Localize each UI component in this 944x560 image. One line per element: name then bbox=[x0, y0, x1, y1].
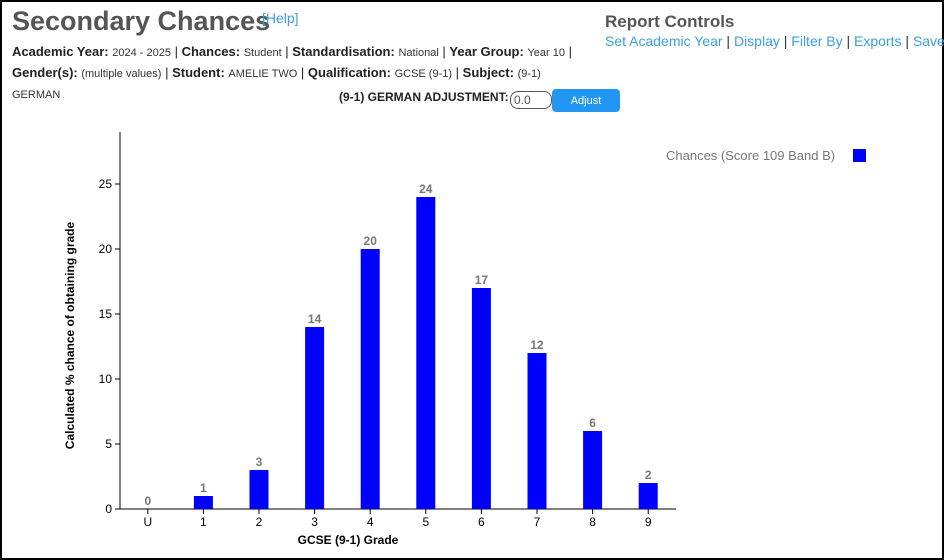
x-tick-label-U: U bbox=[143, 515, 152, 529]
bar-3 bbox=[305, 327, 325, 509]
chances-label: Chances: bbox=[181, 44, 241, 59]
adjustment-label: (9-1) GERMAN ADJUSTMENT: bbox=[339, 90, 509, 104]
help-link[interactable]: [Help] bbox=[262, 10, 299, 26]
exports-link[interactable]: Exports bbox=[854, 33, 902, 49]
data-label-5: 24 bbox=[419, 182, 433, 196]
report-controls-title: Report Controls bbox=[605, 12, 735, 31]
y-tick-label: 0 bbox=[105, 502, 112, 516]
data-label-1: 1 bbox=[200, 481, 207, 495]
student-value: AMELIE TWO bbox=[228, 68, 298, 80]
year-group-value: Year 10 bbox=[527, 47, 565, 59]
bar-6 bbox=[471, 288, 491, 509]
qualification-value: GCSE (9-1) bbox=[394, 68, 453, 80]
x-tick-label-3: 3 bbox=[311, 515, 318, 529]
adjust-button[interactable]: Adjust bbox=[552, 89, 620, 112]
x-tick-label-5: 5 bbox=[422, 515, 429, 529]
bar-2 bbox=[249, 470, 269, 509]
report-controls-links: Set Academic Year | Display | Filter By … bbox=[605, 33, 944, 49]
data-label-8: 6 bbox=[589, 416, 596, 430]
bar-8 bbox=[583, 431, 603, 509]
x-tick-label-8: 8 bbox=[589, 515, 596, 529]
y-tick-label: 10 bbox=[99, 372, 113, 386]
data-label-9: 2 bbox=[645, 468, 652, 482]
y-tick-label: 25 bbox=[99, 177, 113, 191]
academic-year-value: 2024 - 2025 bbox=[112, 47, 171, 59]
x-axis-title: GCSE (9-1) Grade bbox=[298, 533, 399, 547]
legend-label: Chances (Score 109 Band B) bbox=[666, 148, 836, 163]
y-tick-label: 15 bbox=[99, 307, 113, 321]
x-tick-label-7: 7 bbox=[534, 515, 541, 529]
subject-value: (9-1) GERMAN bbox=[12, 68, 541, 101]
page-title: Secondary Chances bbox=[12, 6, 271, 36]
y-axis-title: Calculated % chance of obtaining grade bbox=[63, 221, 77, 449]
y-tick-label: 5 bbox=[105, 437, 112, 451]
save-link[interactable]: Save bbox=[912, 33, 944, 49]
bar-5 bbox=[416, 197, 436, 509]
x-tick-label-9: 9 bbox=[645, 515, 652, 529]
data-label-3: 14 bbox=[308, 312, 322, 326]
filter-by-link[interactable]: Filter By bbox=[791, 33, 843, 49]
filter-summary: Academic Year: 2024 - 2025 | Chances: St… bbox=[12, 44, 572, 101]
x-tick-label-6: 6 bbox=[478, 515, 485, 529]
data-label-U: 0 bbox=[144, 494, 151, 508]
x-tick-label-2: 2 bbox=[256, 515, 263, 529]
student-label: Student: bbox=[172, 65, 225, 80]
bar-9 bbox=[638, 483, 658, 509]
legend-swatch bbox=[853, 149, 866, 162]
qualification-label: Qualification: bbox=[307, 65, 391, 80]
data-label-6: 17 bbox=[475, 273, 489, 287]
standardisation-value: National bbox=[398, 47, 439, 59]
x-tick-label-1: 1 bbox=[200, 515, 207, 529]
standardisation-label: Standardisation: bbox=[292, 44, 395, 59]
set-academic-year-link[interactable]: Set Academic Year bbox=[605, 33, 723, 49]
display-link[interactable]: Display bbox=[733, 33, 780, 49]
gender-label: Gender(s): bbox=[12, 65, 78, 80]
year-group-label: Year Group: bbox=[449, 44, 524, 59]
data-label-4: 20 bbox=[364, 234, 378, 248]
bar-1 bbox=[193, 496, 213, 509]
academic-year-label: Academic Year: bbox=[12, 44, 109, 59]
bar-7 bbox=[527, 353, 547, 509]
x-tick-label-4: 4 bbox=[367, 515, 374, 529]
data-label-7: 12 bbox=[530, 338, 544, 352]
chances-value: Student bbox=[243, 47, 282, 59]
gender-value: (multiple values) bbox=[81, 68, 162, 80]
bar-4 bbox=[360, 249, 380, 509]
y-tick-label: 20 bbox=[99, 242, 113, 256]
subject-label: Subject: bbox=[462, 65, 514, 80]
adjustment-input[interactable] bbox=[510, 91, 552, 109]
data-label-2: 3 bbox=[256, 455, 263, 469]
